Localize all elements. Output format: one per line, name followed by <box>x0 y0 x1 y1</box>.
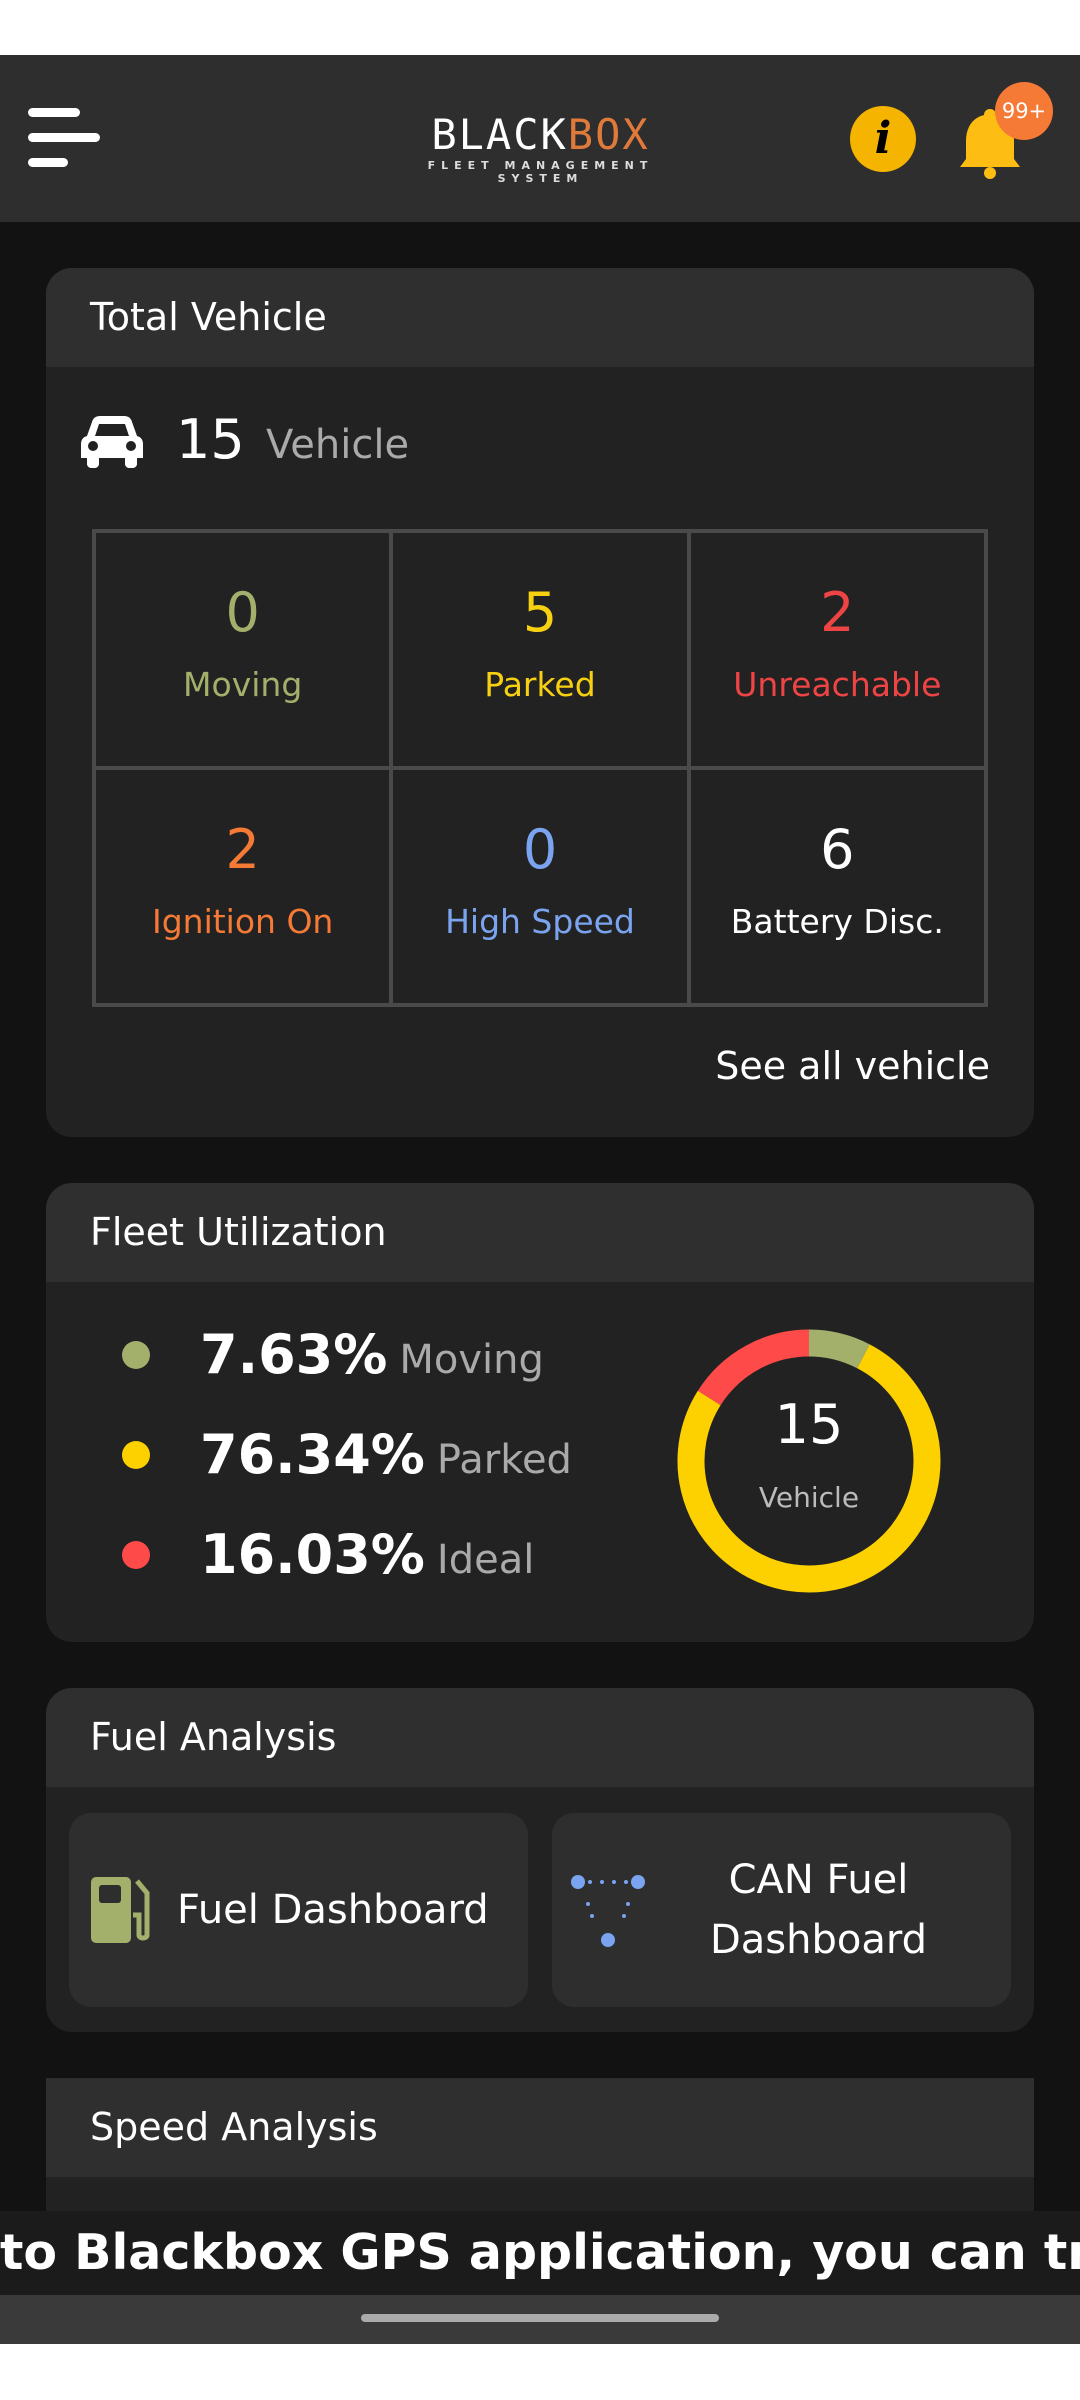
card-title: Total Vehicle <box>46 268 1034 367</box>
logo-text-accent: BOX <box>567 110 650 159</box>
status-label: Ignition On <box>151 902 334 941</box>
home-gesture-handle[interactable] <box>361 2314 719 2322</box>
legend-label: Parked <box>436 1437 572 1483</box>
marquee-banner: to Blackbox GPS application, you can tra… <box>0 2211 1080 2295</box>
status-label: Parked <box>484 665 596 704</box>
legend-label: Moving <box>399 1337 544 1383</box>
see-all-vehicle-link[interactable]: See all vehicle <box>715 1044 990 1088</box>
bottom-area <box>0 2344 1080 2400</box>
fuel-analysis-card: Fuel Analysis Fuel Dashboard CAN Fuel Da… <box>46 1688 1034 2032</box>
card-title: Fuel Analysis <box>46 1688 1034 1787</box>
notification-badge[interactable]: 99+ <box>995 82 1053 140</box>
status-label: High Speed <box>445 902 635 941</box>
donut-segment-moving <box>808 1329 870 1369</box>
legend-label: Ideal <box>436 1537 535 1583</box>
app-header: BLACKBOX FLEET MANAGEMENT SYSTEM i 99+ <box>0 55 1080 222</box>
fuel-dashboard-label: Fuel Dashboard <box>177 1887 489 1933</box>
legend-percent: 76.34% <box>200 1423 425 1486</box>
legend-ideal: 16.03% Ideal <box>122 1523 534 1586</box>
status-value: 6 <box>820 818 855 881</box>
utilization-donut <box>677 1329 941 1593</box>
legend-dot <box>122 1540 150 1569</box>
status-bar <box>0 0 1080 55</box>
card-title: Speed Analysis <box>46 2078 1034 2177</box>
legend-moving: 7.63% Moving <box>122 1323 544 1386</box>
status-label: Unreachable <box>733 665 942 704</box>
system-nav-bar <box>0 2295 1080 2344</box>
donut-segment-ideal <box>697 1329 810 1406</box>
logo-text: BLACK <box>431 110 568 159</box>
logo-subtitle: FLEET MANAGEMENT SYSTEM <box>427 159 654 185</box>
can-network-icon <box>571 1875 645 1947</box>
donut-label: Vehicle <box>758 1481 860 1514</box>
total-vehicle-card: Total Vehicle 15 Vehicle 0 Moving 5 Parked… <box>46 268 1034 1137</box>
can-fuel-label-line1: CAN Fuel <box>728 1857 909 1903</box>
info-icon[interactable]: i <box>850 106 916 172</box>
legend-dot <box>122 1440 150 1469</box>
legend-percent: 16.03% <box>200 1523 425 1586</box>
status-label: Battery Disc. <box>730 902 944 941</box>
status-value: 2 <box>225 818 260 881</box>
fuel-dashboard-button[interactable]: Fuel Dashboard <box>69 1813 528 2007</box>
logo: BLACKBOX FLEET MANAGEMENT SYSTEM <box>388 110 693 186</box>
status-unreachable[interactable]: 2 Unreachable <box>688 531 986 768</box>
vehicle-unit: Vehicle <box>266 422 410 468</box>
legend-parked: 76.34% Parked <box>122 1423 572 1486</box>
fleet-utilization-card: Fleet Utilization 7.63% Moving 76.34% Park… <box>46 1183 1034 1642</box>
vehicle-status-grid: 0 Moving 5 Parked 2 Unreachable 2 Ignition O… <box>92 529 988 1007</box>
status-value: 0 <box>522 818 558 881</box>
status-moving[interactable]: 0 Moving <box>94 531 392 768</box>
status-high-speed[interactable]: 0 High Speed <box>391 768 689 1005</box>
fuel-pump-icon <box>91 1877 150 1943</box>
car-icon <box>81 416 143 468</box>
card-title: Fleet Utilization <box>46 1183 1034 1282</box>
donut-segment-parked <box>677 1344 941 1593</box>
can-fuel-label-line2: Dashboard <box>709 1917 927 1963</box>
status-parked[interactable]: 5 Parked <box>391 531 689 768</box>
can-fuel-dashboard-button[interactable]: CAN Fuel Dashboard <box>552 1813 1011 2007</box>
status-label: Moving <box>183 665 303 704</box>
vehicle-count: 15 <box>176 408 245 471</box>
donut-count: 15 <box>774 1393 844 1456</box>
status-battery-disc[interactable]: 6 Battery Disc. <box>688 768 986 1005</box>
status-value: 5 <box>522 581 558 644</box>
status-ignition-on[interactable]: 2 Ignition On <box>94 768 392 1005</box>
legend-percent: 7.63% <box>200 1323 388 1386</box>
status-value: 2 <box>820 581 855 644</box>
legend-dot <box>122 1340 150 1369</box>
status-value: 0 <box>225 581 260 644</box>
menu-icon[interactable] <box>28 108 104 168</box>
